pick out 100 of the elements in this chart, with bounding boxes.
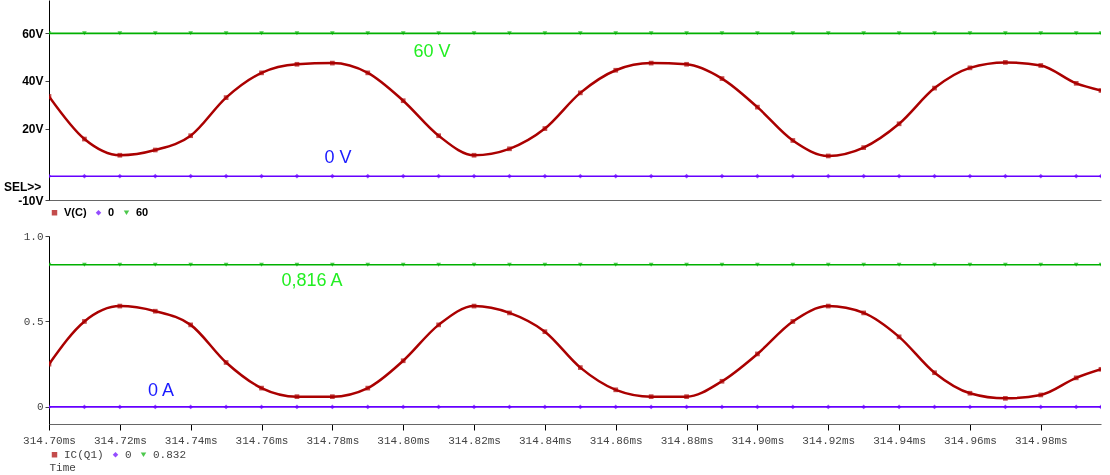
point bbox=[259, 70, 264, 76]
point bbox=[507, 173, 512, 179]
legend-label: 0.832 bbox=[153, 448, 187, 461]
point bbox=[648, 404, 654, 410]
annotation: 0,816 A bbox=[281, 270, 343, 290]
point bbox=[1038, 404, 1044, 410]
point bbox=[790, 31, 796, 36]
x-tick-label: 314.78ms bbox=[306, 434, 360, 447]
x-tick-label: 314.80ms bbox=[377, 434, 431, 447]
point bbox=[365, 173, 371, 179]
point bbox=[755, 104, 760, 110]
x-axis-title: Time bbox=[49, 461, 76, 474]
point bbox=[613, 387, 619, 393]
point bbox=[1038, 31, 1044, 36]
point bbox=[117, 152, 123, 158]
point bbox=[1038, 63, 1044, 68]
point bbox=[400, 31, 406, 36]
point bbox=[684, 61, 689, 67]
point bbox=[152, 404, 158, 410]
y-tick-label: 0 bbox=[36, 401, 44, 414]
point bbox=[1073, 80, 1079, 86]
point bbox=[223, 360, 229, 365]
point bbox=[577, 365, 583, 370]
point bbox=[755, 173, 760, 179]
point bbox=[861, 404, 867, 410]
point bbox=[825, 31, 831, 36]
point bbox=[542, 173, 548, 179]
y-tick-label: 20V bbox=[22, 122, 44, 137]
point bbox=[152, 173, 158, 179]
point bbox=[1038, 392, 1044, 398]
x-tick-label: 314.76ms bbox=[235, 434, 289, 447]
point bbox=[188, 133, 194, 139]
point bbox=[684, 173, 689, 179]
point bbox=[719, 404, 725, 410]
point bbox=[330, 404, 335, 410]
point bbox=[365, 404, 371, 410]
x-tick-label: 314.90ms bbox=[731, 434, 785, 447]
point bbox=[542, 329, 548, 335]
point bbox=[117, 31, 123, 36]
point bbox=[932, 85, 937, 91]
x-tick-label: 314.94ms bbox=[873, 434, 927, 447]
x-tick-label: 314.98ms bbox=[1014, 434, 1068, 447]
point bbox=[223, 404, 229, 410]
point bbox=[684, 394, 689, 399]
point bbox=[330, 60, 335, 66]
point bbox=[613, 404, 619, 410]
point bbox=[613, 67, 619, 73]
point bbox=[861, 310, 867, 316]
point bbox=[400, 98, 406, 104]
point bbox=[188, 173, 194, 179]
point bbox=[577, 31, 583, 36]
point bbox=[1003, 404, 1008, 410]
point bbox=[896, 404, 902, 410]
point bbox=[932, 31, 937, 36]
point bbox=[507, 310, 512, 316]
point bbox=[1073, 31, 1079, 36]
point bbox=[294, 31, 300, 36]
point bbox=[542, 126, 548, 131]
legend-label: 0 bbox=[125, 448, 132, 461]
point bbox=[755, 31, 760, 36]
point bbox=[825, 153, 831, 159]
point bbox=[259, 385, 264, 391]
point bbox=[719, 76, 725, 81]
point bbox=[400, 358, 406, 364]
annotation: 60 V bbox=[413, 41, 451, 61]
point bbox=[294, 394, 300, 399]
point bbox=[577, 90, 583, 96]
point bbox=[755, 404, 760, 410]
point bbox=[82, 319, 87, 324]
point bbox=[400, 404, 406, 410]
x-tick-label: 314.84ms bbox=[518, 434, 572, 447]
point bbox=[152, 147, 158, 153]
point bbox=[542, 31, 548, 36]
legend-label: IC(Q1) bbox=[64, 448, 104, 461]
point bbox=[577, 173, 583, 179]
point bbox=[294, 61, 300, 67]
point bbox=[1003, 173, 1008, 179]
y-tick-label: 40V bbox=[22, 74, 44, 89]
point bbox=[684, 404, 689, 410]
point bbox=[294, 173, 300, 179]
point bbox=[861, 145, 867, 150]
point bbox=[1003, 60, 1008, 65]
annotation: 0 V bbox=[324, 147, 352, 167]
point bbox=[861, 173, 867, 179]
point bbox=[471, 31, 477, 36]
point bbox=[82, 31, 87, 36]
point bbox=[932, 173, 937, 179]
point bbox=[896, 334, 902, 340]
point bbox=[82, 404, 87, 410]
point bbox=[719, 378, 725, 384]
x-tick-label: 314.92ms bbox=[802, 434, 856, 447]
point bbox=[294, 404, 300, 410]
point bbox=[967, 404, 973, 410]
y-tick-label: 1.0 bbox=[23, 230, 44, 243]
point bbox=[613, 173, 619, 179]
point bbox=[82, 173, 87, 179]
point bbox=[330, 31, 335, 36]
x-tick-label: 314.72ms bbox=[93, 434, 147, 447]
point bbox=[471, 173, 477, 179]
point bbox=[1073, 375, 1079, 381]
